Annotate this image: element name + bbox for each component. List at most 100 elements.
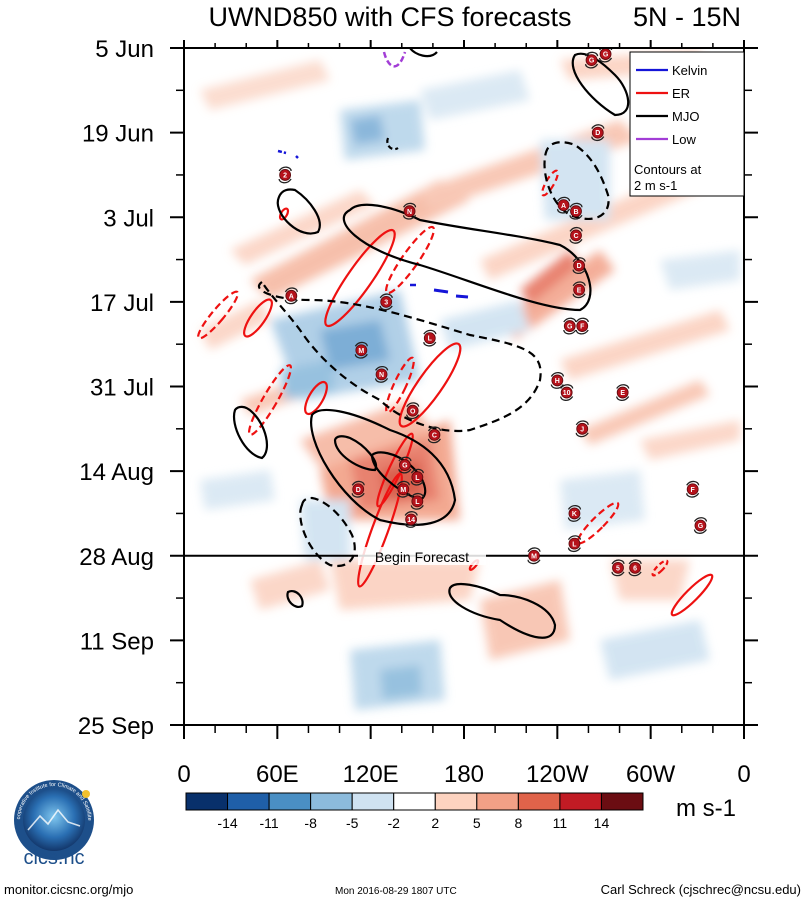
x-tick-label: 120W <box>526 761 589 788</box>
legend-label: Low <box>672 132 696 147</box>
x-tick-label: 0 <box>737 761 750 788</box>
storm-dot <box>355 344 368 357</box>
storm-label: O <box>410 408 416 415</box>
storm-dot <box>612 561 624 574</box>
storm-swirl <box>567 505 582 510</box>
storm-dot <box>568 507 581 520</box>
colorbar-swatch <box>600 792 644 811</box>
storm-swirl <box>351 492 365 498</box>
colorbar: -14 -11 -8 -5 -2 2 5 8 11 14 <box>185 792 644 831</box>
storm-dot <box>403 205 416 218</box>
storm-swirl <box>404 511 418 516</box>
storm-dot <box>557 199 570 212</box>
storm-swirl <box>616 396 630 401</box>
storm-marker: E <box>572 281 586 299</box>
storm-swirl <box>278 178 292 184</box>
storm-marker: 2 <box>278 166 292 184</box>
anomaly-field: Begin Forecast 2A3NLMNOCGLMDL14GGDABCDEG… <box>184 48 744 710</box>
legend-box <box>629 51 745 197</box>
storm-swirl <box>379 305 393 311</box>
colorbar-label: 8 <box>514 815 522 831</box>
colorbar-label: -8 <box>304 815 317 831</box>
storm-swirl <box>567 547 581 553</box>
low-contour <box>382 51 407 68</box>
footer-author: Carl Schreck (cjschrec@ncsu.edu) <box>600 882 801 897</box>
storm-dot <box>570 229 582 242</box>
storm-label: E <box>577 287 582 294</box>
storm-dot <box>528 549 540 562</box>
storm-swirl <box>398 456 412 462</box>
colorbar-swatch <box>351 792 395 811</box>
storm-marker: G <box>584 51 599 69</box>
storm-dot <box>573 259 586 272</box>
colorbar-swatch <box>185 792 229 811</box>
storm-marker: G <box>398 456 412 474</box>
storm-swirl <box>396 480 410 486</box>
storm-marker: D <box>351 480 365 498</box>
storm-swirl <box>374 377 389 383</box>
storm-swirl <box>354 341 368 347</box>
storm-marker: L <box>423 329 437 347</box>
storm-dot <box>279 169 292 181</box>
storm-swirl <box>575 420 589 426</box>
x-tick-label: 180 <box>444 761 484 788</box>
storm-swirl <box>572 269 586 275</box>
storm-label: H <box>555 378 560 385</box>
x-axis: 0 60E 120E 180 120W 60W 0 <box>177 40 751 788</box>
chart-subtitle: 5N - 15N <box>633 2 741 32</box>
colorbar-swatch <box>476 792 519 811</box>
legend-label: MJO <box>672 109 699 124</box>
storm-label: 2 <box>283 173 287 180</box>
storm-swirl <box>406 414 420 420</box>
colorbar-swatch <box>517 792 561 811</box>
storm-marker: F <box>686 480 700 498</box>
storm-swirl <box>563 329 577 335</box>
storm-dot <box>568 537 581 550</box>
storm-label: J <box>580 426 584 433</box>
storm-swirl <box>354 353 368 359</box>
storm-swirl <box>423 341 437 347</box>
colorbar-label: 5 <box>473 815 481 831</box>
storm-label: G <box>589 58 595 65</box>
storm-swirl <box>572 293 586 299</box>
storm-marker: K <box>567 505 582 522</box>
storm-marker: E <box>616 384 630 401</box>
storm-swirl <box>616 384 630 389</box>
storm-swirl <box>575 317 589 323</box>
storm-marker: O <box>406 402 420 420</box>
storm-marker: M <box>396 480 410 498</box>
storm-marker: L <box>410 492 424 510</box>
cicsnc-logo: Cooperative Institute for Climate and Sa… <box>6 776 94 869</box>
legend-note-1: Contours at <box>634 162 702 177</box>
storm-label: 3 <box>384 299 388 306</box>
storm-swirl <box>628 571 642 577</box>
storm-swirl <box>427 426 442 432</box>
colorbar-label: -2 <box>388 815 401 831</box>
storm-swirl <box>410 468 424 474</box>
storm-label: C <box>432 432 437 439</box>
colorbar-swatch <box>434 792 478 811</box>
storm-marker: N <box>402 202 417 220</box>
storm-dot <box>285 289 298 302</box>
storm-dot <box>616 386 629 399</box>
storm-swirl <box>693 517 708 522</box>
storm-label: G <box>698 523 704 530</box>
storm-dot <box>423 332 436 345</box>
y-tick-label: 28 Aug <box>79 544 154 571</box>
legend-label: Kelvin <box>672 63 707 78</box>
colorbar-label: 2 <box>431 815 439 831</box>
storm-label: L <box>428 336 433 343</box>
storm-swirl <box>423 329 437 335</box>
colorbar-label: -11 <box>259 815 278 831</box>
storm-marker: G <box>563 317 577 335</box>
storm-marker: C <box>569 226 583 244</box>
storm-swirl <box>284 287 298 293</box>
storm-swirl <box>575 329 589 335</box>
storm-label: F <box>580 324 585 331</box>
storm-marker: F <box>575 317 589 335</box>
legend: Kelvin ER MJO Low Contours at 2 m s-1 <box>629 51 745 197</box>
storm-swirl <box>527 559 541 565</box>
storm-label: M <box>400 487 406 494</box>
